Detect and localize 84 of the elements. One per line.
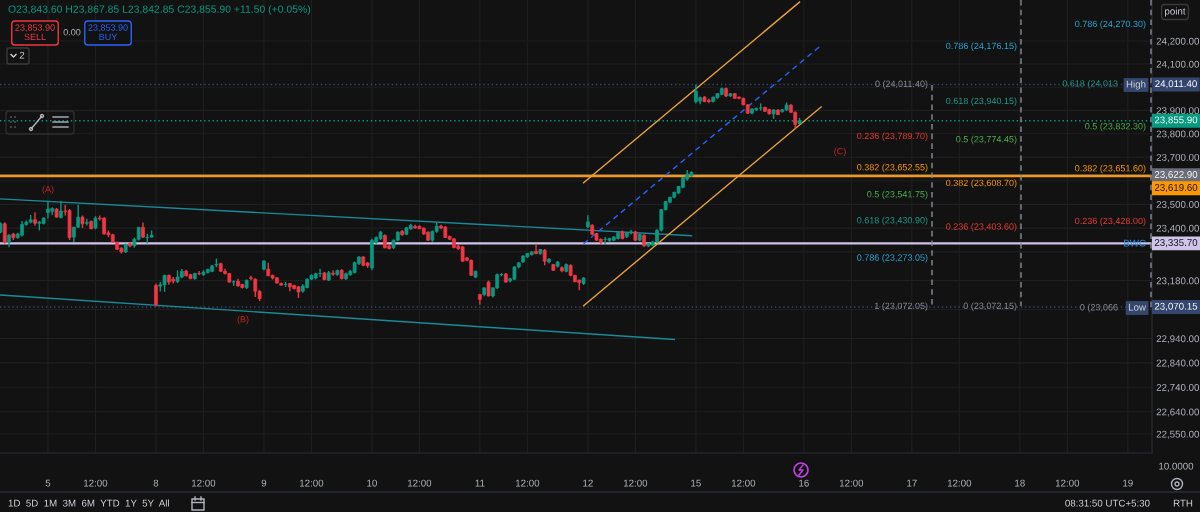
- candlestick: [694, 83, 698, 105]
- annotation: 2: [19, 51, 25, 59]
- annotation: (B): [237, 315, 249, 325]
- y-tick-label: 22,840.00: [1156, 359, 1200, 368]
- annotation: 0.618 (23,430.90): [857, 216, 928, 226]
- ref-line-label: 23,619.60: [1154, 184, 1198, 193]
- annotation: 0 (23,072.15): [963, 302, 1017, 311]
- x-tick-label: 8: [153, 479, 159, 487]
- text: 08:31:50 UTC+5:30: [1065, 499, 1150, 507]
- x-tick-label: 12:00: [192, 479, 216, 487]
- annotation: 0 (23,066: [1080, 303, 1118, 313]
- y-tick-label: 23,180.00: [1156, 277, 1200, 286]
- annotation: High: [1126, 80, 1146, 90]
- text: 1D 5D 1M 3M 6M YTD 1Y 5Y All: [8, 499, 169, 507]
- x-tick-label: 12:00: [731, 479, 756, 487]
- y-tick-label: 22,940.00: [1156, 335, 1200, 344]
- y-tick-label: 23,500.00: [1156, 201, 1200, 210]
- y-tick-label: 22,740.00: [1156, 384, 1200, 393]
- annotation: 0.236 (23,789.70): [857, 132, 928, 141]
- y-tick-label: 24,100.00: [1156, 60, 1200, 69]
- annotation: 0.786 (23,273.05): [857, 254, 928, 263]
- x-tick-label: 19: [1123, 479, 1133, 487]
- ref-line-label: 23,855.90: [1154, 116, 1198, 125]
- x-tick-label: 12: [583, 479, 593, 487]
- candlestick: [331, 269, 335, 277]
- x-tick-label: 12:00: [84, 479, 108, 487]
- annotation: 0.5 (23,832.30): [1085, 122, 1146, 132]
- annotation: 0.00: [63, 29, 81, 36]
- x-tick-label: 5: [45, 479, 51, 487]
- x-tick-label: 12:00: [839, 479, 864, 487]
- annotation: 0.236 (23,428.00): [1075, 217, 1146, 226]
- ref-line-label: 23,335.70: [1154, 239, 1198, 248]
- x-tick-label: 11: [475, 479, 485, 487]
- y-tick-label: 23,900.00: [1156, 107, 1200, 116]
- candlestick: [534, 244, 538, 255]
- text: RTH: [1173, 499, 1193, 507]
- y-tick-label: 24,200.00: [1156, 37, 1200, 46]
- annotation: 0 (24,011.40): [875, 80, 928, 89]
- annotation: 0.786 (24,176.15): [946, 42, 1017, 51]
- x-tick-label: 16: [799, 479, 809, 487]
- ref-line-label: 24,011.40: [1155, 80, 1197, 89]
- annotation: 0.382 (23,608.70): [946, 179, 1017, 188]
- annotation: Low: [1128, 303, 1147, 311]
- candlestick: [197, 270, 201, 277]
- candlestick: [154, 282, 158, 308]
- annotation: 0.5 (23,774.45): [956, 135, 1017, 145]
- x-tick-label: 9: [261, 479, 267, 487]
- annotation: 23,853.90 SELL: [15, 24, 55, 41]
- x-tick-label: 12:00: [623, 479, 648, 487]
- x-tick-label: 10: [367, 479, 377, 487]
- y-tick-label: 22,640.00: [1156, 408, 1200, 417]
- annotation: 0.382 (23,652.55): [857, 163, 928, 173]
- ref-line-label: 23,622.90: [1154, 171, 1198, 180]
- y-tick-label: 22,550.00: [1156, 430, 1200, 439]
- ref-line-label: 23,070.15: [1154, 302, 1198, 311]
- annotation: 1 (23,072.05): [874, 302, 928, 311]
- x-tick-label: 15: [691, 479, 701, 487]
- y-tick-label: 23,700.00: [1156, 153, 1200, 162]
- x-tick-label: 12:00: [300, 479, 324, 487]
- x-tick-label: 17: [907, 479, 917, 487]
- annotation: O23,843.60 H23,867.85 L23,842.85 C23,855.90 +11.50 (+0.05%): [8, 5, 311, 15]
- annotation: 23,853.90 BUY: [88, 24, 128, 41]
- y-tick-label: 23,800.00: [1156, 130, 1200, 139]
- x-tick-label: 18: [1015, 479, 1025, 487]
- text: 10.0000: [1159, 462, 1194, 470]
- candlestick: [603, 236, 608, 246]
- annotation: 0.236 (23,403.60): [946, 223, 1017, 232]
- x-tick-label: 12:00: [947, 479, 972, 487]
- annotation: (C): [834, 147, 846, 157]
- candlestick: [33, 211, 37, 227]
- text: point: [1165, 7, 1186, 17]
- candlestick: [318, 267, 322, 278]
- annotation: (A): [42, 185, 54, 195]
- annotation: 0.5 (23,541.75): [867, 190, 928, 200]
- annotation: 0.618 (23,940.15): [946, 97, 1017, 106]
- candlestick: [253, 277, 258, 298]
- x-tick-label: 12:00: [1055, 479, 1080, 487]
- x-tick-label: 12:00: [408, 479, 432, 487]
- y-tick-label: 23,400.00: [1156, 224, 1200, 233]
- annotation: 0.382 (23,651.60): [1075, 164, 1146, 174]
- annotation: BWC: [1124, 239, 1146, 247]
- annotation: 0.618 (24,013: [1062, 79, 1118, 89]
- annotation: 0.786 (24,270.30): [1075, 20, 1146, 29]
- x-tick-label: 12:00: [515, 479, 540, 487]
